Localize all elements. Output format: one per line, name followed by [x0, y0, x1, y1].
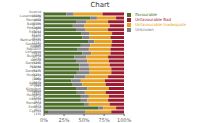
svg-text:75%: 75%: [99, 117, 110, 123]
svg-text:100%: 100%: [117, 117, 132, 123]
svg-text:25%: 25%: [58, 117, 69, 123]
svg-text:Cyprus(19): Cyprus(19): [29, 109, 42, 116]
svg-text:0%: 0%: [40, 117, 48, 123]
svg-text:Portugal(321): Portugal(321): [27, 26, 42, 33]
svg-text:Romania(47): Romania(47): [26, 101, 41, 108]
svg-text:Luxembourg(80): Luxembourg(80): [20, 14, 42, 21]
svg-text:Slovakia(180): Slovakia(180): [27, 89, 42, 96]
svg-text:Bulgaria(229): Bulgaria(229): [27, 54, 42, 61]
svg-text:50%: 50%: [79, 117, 90, 123]
svg-text:Belgium(245): Belgium(245): [27, 22, 42, 29]
svg-text:Lithuania(44): Lithuania(44): [25, 50, 41, 57]
svg-text:Estonia(62): Estonia(62): [29, 105, 42, 112]
svg-text:Romania(579): Romania(579): [26, 18, 41, 25]
svg-text:Denmark(121): Denmark(121): [25, 69, 41, 76]
svg-text:Hungary(134): Hungary(134): [27, 93, 42, 100]
svg-text:Finland(113): Finland(113): [29, 30, 42, 37]
svg-text:Denmark(129): Denmark(129): [25, 61, 41, 68]
svg-text:Hungary(209): Hungary(209): [27, 73, 42, 80]
